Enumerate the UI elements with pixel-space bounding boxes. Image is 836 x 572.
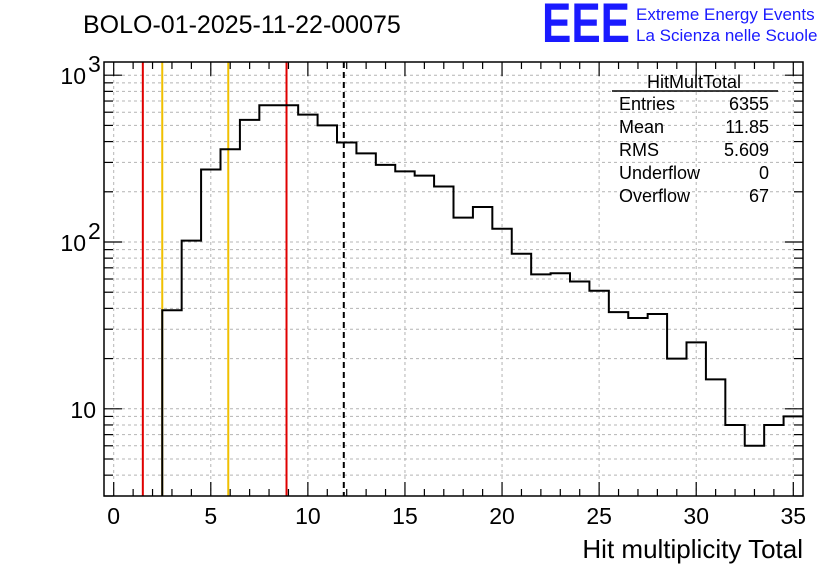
stats-value-entries: 6355 [729,94,769,114]
y-tick-label: 10 [60,230,86,256]
stats-name: HitMultTotal [647,72,741,92]
stats-label-overflow: Overflow [619,186,691,206]
logo-line-2: La Scienza nelle Scuole [636,26,817,45]
x-tick-label: 30 [683,503,709,529]
y-tick-label: 10 [60,63,86,89]
stats-value-overflow: 67 [749,186,769,206]
x-tick-label: 5 [204,503,217,529]
logo-line-1: Extreme Energy Events [636,5,815,24]
chart-title: BOLO-01-2025-11-22-00075 [83,11,401,39]
stats-box: HitMultTotal Entries 6355 Mean 11.85 RMS… [612,72,778,206]
stats-label-mean: Mean [619,117,664,137]
eee-logo: EEE Extreme Energy Events La Scienza nel… [542,0,817,54]
logo-text: EEE [542,0,630,54]
x-tick-label: 35 [780,503,806,529]
grid [104,62,803,496]
x-tick-label: 0 [107,503,120,529]
stats-label-entries: Entries [619,94,675,114]
x-tick-label: 20 [489,503,515,529]
histogram-series [161,104,803,496]
stats-value-underflow: 0 [759,163,769,183]
y-tick-exponent: 2 [88,218,101,244]
stats-label-underflow: Underflow [619,163,701,183]
x-tick-label: 15 [392,503,418,529]
stats-value-rms: 5.609 [724,140,769,160]
x-tick-label: 10 [295,503,321,529]
stats-label-rms: RMS [619,140,659,160]
stats-value-mean: 11.85 [725,117,769,137]
x-axis-title: Hit multiplicity Total [582,534,803,564]
y-tick-label: 10 [70,397,96,423]
x-tick-label: 25 [586,503,612,529]
histogram-outline [161,104,803,496]
y-tick-exponent: 3 [88,51,101,77]
